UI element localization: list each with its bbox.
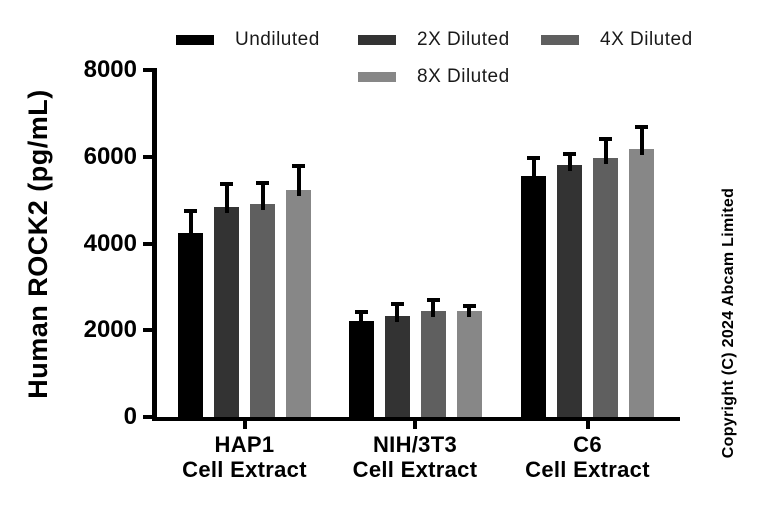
y-tick-label: 2000: [83, 316, 137, 344]
error-bar-cap: [390, 302, 404, 307]
bar-8x-diluted: [286, 190, 311, 421]
error-bar-cap: [292, 163, 305, 168]
bar-2x-diluted: [214, 206, 239, 421]
error-bar-stem: [296, 165, 301, 197]
bar-4x-diluted: [420, 310, 446, 421]
error-bar-stem: [260, 182, 265, 210]
error-bar-cap: [354, 309, 368, 314]
legend-label-undiluted: Undiluted: [235, 29, 320, 50]
bar-2x-diluted: [557, 164, 582, 421]
bar-2x-diluted: [384, 315, 410, 421]
legend-item-undiluted: Undiluted: [176, 29, 320, 50]
x-category-label: HAP1 Cell Extract: [182, 432, 307, 482]
legend-swatch-undiluted: [176, 35, 214, 45]
legend-item-2x-diluted: 2X Diluted: [358, 29, 510, 50]
y-tick-label: 8000: [83, 56, 137, 83]
error-bar-stem: [431, 299, 435, 317]
legend-swatch-8x-diluted: [358, 72, 396, 82]
legend-item-4x-diluted: 4X Diluted: [541, 29, 693, 50]
x-tick: [242, 421, 247, 429]
error-bar-stem: [359, 311, 363, 328]
bar-undiluted: [348, 321, 374, 421]
y-tick-label: 4000: [83, 229, 137, 257]
legend-item-8x-diluted: 8X Diluted: [358, 66, 510, 87]
error-bar-cap: [184, 208, 197, 213]
error-bar-stem: [567, 153, 572, 171]
bar-4x-diluted: [593, 158, 618, 421]
error-bar-stem: [395, 304, 399, 322]
legend-swatch-4x-diluted: [541, 35, 579, 45]
error-bar-stem: [639, 126, 644, 155]
error-bar-cap: [462, 303, 476, 308]
bar-4x-diluted: [250, 203, 275, 421]
x-tick: [585, 421, 590, 429]
bar-undiluted: [521, 175, 546, 421]
y-tick: [143, 415, 152, 419]
error-bar-cap: [256, 180, 269, 185]
legend-label-2x-diluted: 2X Diluted: [417, 29, 510, 50]
y-tick: [143, 328, 152, 333]
legend-label-4x-diluted: 4X Diluted: [600, 29, 693, 50]
x-axis-line: [152, 417, 680, 421]
error-bar-stem: [224, 183, 229, 213]
x-tick: [413, 421, 417, 429]
legend-label-8x-diluted: 8X Diluted: [417, 66, 510, 87]
y-tick-label: 6000: [83, 142, 137, 170]
bar-8x-diluted: [456, 311, 482, 421]
error-bar-cap: [599, 137, 612, 142]
copyright-text: Copyright (C) 2024 Abcam Limited: [720, 187, 737, 459]
error-bar-stem: [467, 305, 471, 318]
error-bar-cap: [220, 181, 233, 186]
error-bar-cap: [563, 151, 576, 156]
error-bar-stem: [603, 139, 608, 165]
bar-undiluted: [178, 232, 203, 421]
x-category-label: NIH/3T3 Cell Extract: [352, 432, 478, 482]
error-bar-stem: [188, 210, 193, 239]
error-bar-cap: [426, 297, 440, 302]
y-axis-line: [152, 68, 157, 421]
legend-swatch-2x-diluted: [358, 35, 396, 45]
y-tick: [143, 68, 152, 72]
bar-8x-diluted: [629, 148, 654, 421]
y-tick: [143, 154, 152, 159]
error-bar-stem: [531, 157, 536, 182]
x-category-label: C6 Cell Extract: [525, 432, 650, 482]
error-bar-cap: [635, 124, 648, 129]
y-tick: [143, 241, 152, 246]
error-bar-cap: [527, 155, 540, 160]
y-axis-title: Human ROCK2 (pg/mL): [23, 89, 53, 399]
y-tick-label: 0: [123, 403, 137, 430]
